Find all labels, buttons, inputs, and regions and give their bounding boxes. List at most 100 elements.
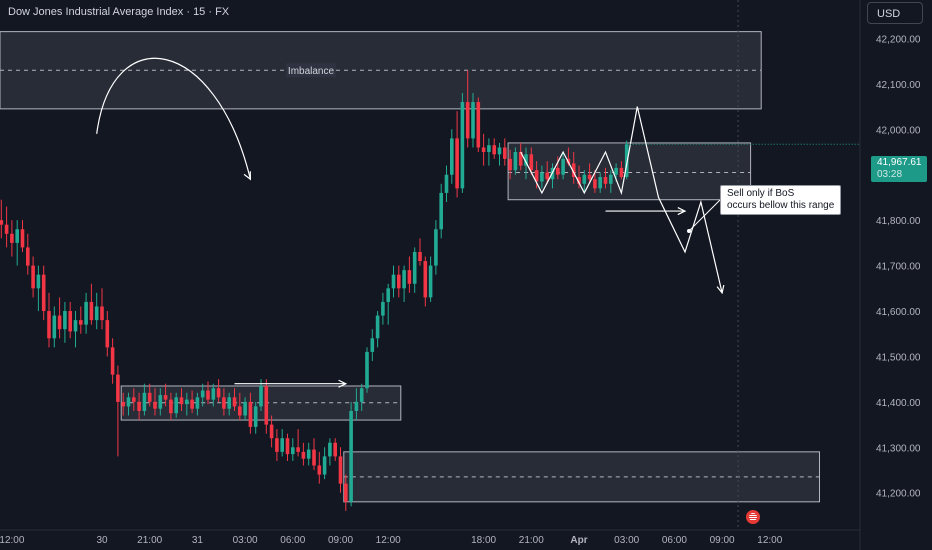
imbalance-label-bg <box>286 63 336 78</box>
candle <box>407 256 412 293</box>
candle <box>68 301 72 339</box>
candle <box>375 311 380 348</box>
candle <box>359 383 364 411</box>
candle <box>593 170 597 193</box>
candle <box>370 329 375 361</box>
y-tick-label: 42,200.00 <box>876 34 921 45</box>
x-tick-label: 03:00 <box>233 535 258 546</box>
candle <box>116 365 120 457</box>
candle <box>328 438 332 466</box>
curved-arrowhead <box>243 171 252 181</box>
x-tick-label: 03:00 <box>614 535 639 546</box>
candle <box>275 429 279 461</box>
curved-arrow-path <box>96 57 251 180</box>
candle <box>391 265 396 298</box>
candle <box>460 92 465 193</box>
candle <box>264 379 269 434</box>
arrow-range-left-head <box>338 379 348 388</box>
candle <box>412 247 417 293</box>
y-tick-label: 41,700.00 <box>876 262 921 273</box>
candle <box>513 147 518 175</box>
y-tick-label: 42,000.00 <box>876 125 921 136</box>
candle <box>386 283 390 325</box>
x-tick-label: 06:00 <box>662 535 687 546</box>
candle <box>529 147 534 175</box>
last-price-value: 41,967.61 <box>877 157 922 168</box>
y-tick-label: 41,300.00 <box>876 443 921 454</box>
candle <box>132 388 136 411</box>
candle <box>540 165 544 189</box>
candle <box>434 220 438 275</box>
candle <box>344 474 348 511</box>
candle <box>31 256 35 298</box>
candle <box>158 388 163 416</box>
candle <box>84 292 88 334</box>
candle <box>333 438 337 461</box>
candle <box>243 397 247 421</box>
candle <box>89 283 94 325</box>
candle <box>105 311 110 357</box>
note-pointer-dot <box>687 229 691 233</box>
projection-zigzag <box>520 106 723 293</box>
chart-title: Dow Jones Industrial Average Index · 15 … <box>8 6 230 18</box>
currency-selector[interactable]: USD <box>867 2 923 24</box>
candle <box>465 70 470 148</box>
sell-note-callout[interactable]: Sell only if BoS occurs bellow this rang… <box>720 185 842 215</box>
y-tick-label: 41,400.00 <box>876 398 921 409</box>
candle <box>147 383 152 407</box>
candle <box>137 392 141 421</box>
note-line-2: occurs bellow this range <box>727 200 835 211</box>
candle <box>587 163 592 184</box>
candle <box>41 265 46 321</box>
candle <box>269 415 274 448</box>
candle <box>163 383 168 407</box>
candle <box>471 92 475 148</box>
candle <box>52 306 57 348</box>
candle <box>73 311 78 348</box>
candle <box>561 152 565 180</box>
candle <box>301 442 306 466</box>
candle <box>0 199 4 239</box>
candle <box>169 392 173 421</box>
candle <box>476 97 481 153</box>
candle <box>609 170 613 193</box>
candle <box>556 156 560 180</box>
imbalance-label: Imbalance <box>288 66 335 77</box>
candle <box>291 438 295 461</box>
candle <box>545 161 549 184</box>
candle <box>428 256 433 302</box>
candle <box>200 383 205 407</box>
y-tick-label: 42,100.00 <box>876 80 921 91</box>
demand-zone <box>343 451 820 503</box>
candle <box>10 220 14 257</box>
bar-countdown: 03:28 <box>877 169 903 180</box>
x-tick-label: 31 <box>192 535 204 546</box>
candle <box>381 292 385 325</box>
candle <box>227 392 231 416</box>
candle <box>338 447 343 493</box>
candle <box>121 392 125 416</box>
candle <box>577 165 581 189</box>
candle <box>232 388 237 411</box>
y-tick-label: 41,200.00 <box>876 489 921 500</box>
candle <box>397 265 401 298</box>
economic-event-icon[interactable] <box>746 510 760 524</box>
candle <box>518 142 523 171</box>
candle <box>487 138 491 166</box>
candle <box>20 220 25 252</box>
arrow-consolidation-head <box>677 207 687 216</box>
candle <box>439 183 443 239</box>
last-price-label: 41,967.61 03:28 <box>871 156 927 182</box>
x-tick-label: 30 <box>96 535 108 546</box>
candle <box>619 161 624 180</box>
candle <box>322 447 327 480</box>
candle <box>126 392 131 416</box>
candle <box>253 401 258 434</box>
candle <box>285 433 290 461</box>
x-tick-label: 12:00 <box>0 535 25 546</box>
candle <box>624 140 629 180</box>
candle <box>349 401 353 507</box>
candle <box>418 238 422 266</box>
x-tick-label: 12:00 <box>376 535 401 546</box>
